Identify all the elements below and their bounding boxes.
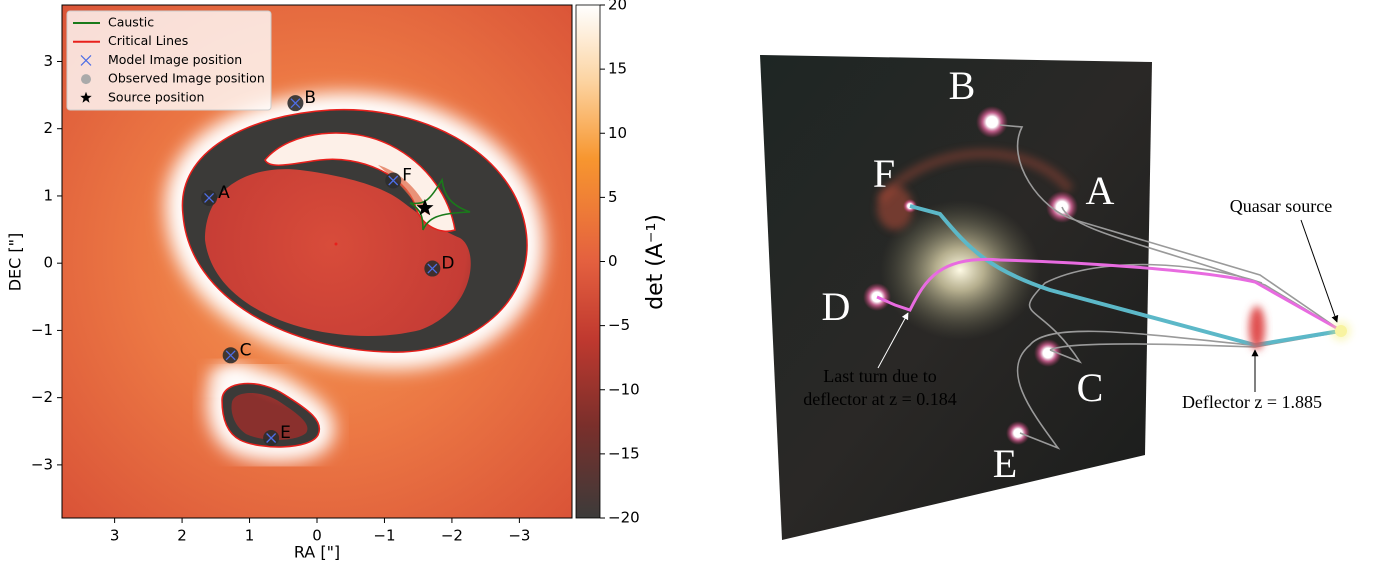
x-tick-label: 0 xyxy=(312,527,322,545)
last-turn-label: deflector at z = 0.184 xyxy=(803,389,957,409)
colorbar-label: det (A⁻¹) xyxy=(643,214,668,310)
x-tick-label: 1 xyxy=(245,527,255,545)
y-axis-label: DEC ["] xyxy=(6,233,25,292)
x-tick-label: −2 xyxy=(441,527,463,545)
legend-label: Observed Image position xyxy=(108,71,265,86)
colorbar-tick-label: 15 xyxy=(608,60,627,78)
y-tick-label: −3 xyxy=(31,455,53,473)
figure: RA ["] DEC ["] det (A⁻¹) Caustic Critical… xyxy=(0,0,1379,569)
image-label: B xyxy=(949,63,976,108)
x-tick-label: 3 xyxy=(110,527,120,545)
point-label: A xyxy=(218,183,230,203)
quasar-label: Quasar source xyxy=(1230,196,1332,216)
point-label: D xyxy=(441,254,454,274)
point-label: B xyxy=(304,88,316,108)
colorbar-tick-label: −20 xyxy=(608,509,640,527)
x-axis-label: RA ["] xyxy=(294,543,340,562)
y-tick-label: 3 xyxy=(43,52,53,70)
colorbar-tick-label: 20 xyxy=(608,0,627,14)
x-tick-label: −3 xyxy=(508,527,530,545)
image-label: A xyxy=(1086,168,1115,213)
colorbar-tick-label: −5 xyxy=(608,316,630,334)
image-label: F xyxy=(873,151,895,196)
point-label: E xyxy=(280,423,291,443)
colorbar-tick-label: −15 xyxy=(608,444,640,462)
deflector-label: Deflector z = 1.885 xyxy=(1182,392,1322,412)
colorbar-tick-label: 0 xyxy=(608,252,618,270)
y-tick-label: 1 xyxy=(43,186,53,204)
legend-swatch xyxy=(81,74,91,84)
y-tick-label: −1 xyxy=(31,321,53,339)
colorbar-tick-label: −10 xyxy=(608,380,640,398)
point-label: F xyxy=(402,165,412,185)
legend-label: Model Image position xyxy=(108,52,242,67)
image-label: C xyxy=(1077,365,1104,410)
y-tick-label: 0 xyxy=(43,254,53,272)
x-tick-label: −1 xyxy=(373,527,395,545)
y-tick-label: −2 xyxy=(31,388,53,406)
colorbar-tick-label: 5 xyxy=(608,188,618,206)
point-label: C xyxy=(240,340,252,360)
legend-label: Caustic xyxy=(108,15,154,30)
legend-label: Source position xyxy=(108,89,204,104)
image-label: D xyxy=(822,284,851,329)
legend-label: Critical Lines xyxy=(108,33,188,48)
image-label: E xyxy=(993,441,1017,486)
x-tick-label: 2 xyxy=(177,527,187,545)
colorbar xyxy=(576,5,600,518)
y-tick-label: 2 xyxy=(43,119,53,137)
colorbar-tick-label: 10 xyxy=(608,124,627,142)
last-turn-label: Last turn due to xyxy=(823,366,936,386)
